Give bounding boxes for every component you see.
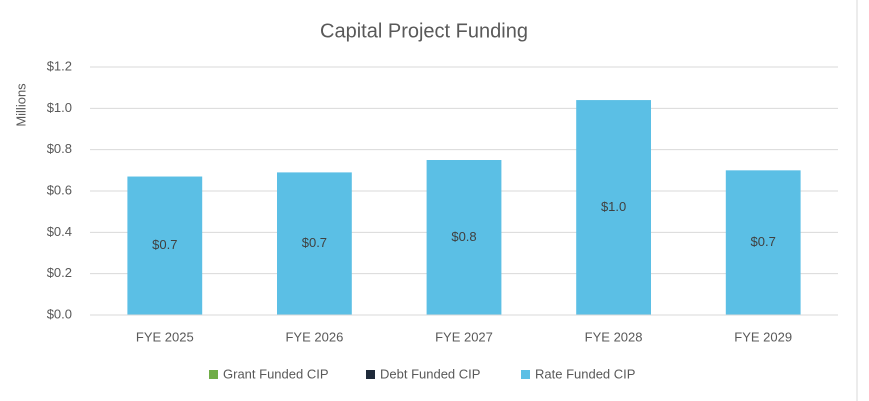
legend-label: Debt Funded CIP bbox=[380, 366, 480, 381]
x-tick-label: FYE 2027 bbox=[435, 329, 493, 344]
y-tick-label: $0.0 bbox=[47, 306, 72, 321]
x-tick-label: FYE 2025 bbox=[136, 329, 194, 344]
legend-swatch bbox=[521, 370, 530, 379]
x-tick-label: FYE 2028 bbox=[585, 329, 643, 344]
chart-title: Capital Project Funding bbox=[320, 20, 528, 42]
y-tick-label: $1.0 bbox=[47, 100, 72, 115]
bar bbox=[426, 160, 502, 315]
x-tick-label: FYE 2026 bbox=[285, 329, 343, 344]
y-tick-label: $0.4 bbox=[47, 224, 72, 239]
bar bbox=[277, 172, 352, 315]
data-label: $1.0 bbox=[601, 199, 626, 214]
y-tick-label: $1.2 bbox=[47, 58, 72, 73]
legend-label: Grant Funded CIP bbox=[223, 366, 329, 381]
data-label: $0.7 bbox=[751, 234, 776, 249]
legend-label: Rate Funded CIP bbox=[535, 366, 635, 381]
y-tick-label: $0.6 bbox=[47, 182, 72, 197]
y-tick-label: $0.8 bbox=[47, 141, 72, 156]
x-tick-label: FYE 2029 bbox=[734, 329, 792, 344]
bar bbox=[576, 100, 651, 315]
data-label: $0.7 bbox=[152, 237, 177, 252]
data-label: $0.8 bbox=[451, 229, 476, 244]
y-tick-label: $0.2 bbox=[47, 265, 72, 280]
data-label: $0.7 bbox=[302, 235, 327, 250]
legend-swatch bbox=[366, 370, 375, 379]
bar bbox=[725, 170, 801, 315]
legend-swatch bbox=[209, 370, 218, 379]
y-axis-label: Millions bbox=[13, 83, 28, 127]
bar bbox=[127, 176, 203, 315]
